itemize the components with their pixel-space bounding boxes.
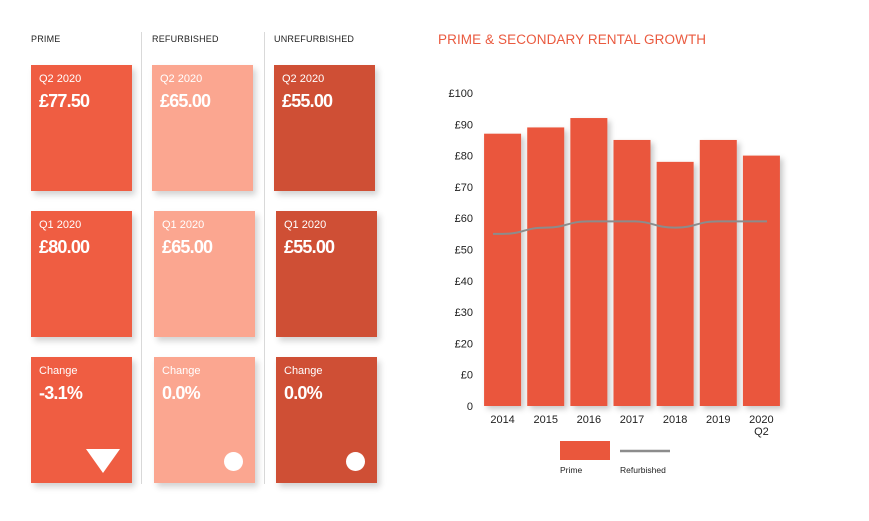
card-label: Q2 2020 (39, 73, 82, 85)
column-header-unrefurbished: UNREFURBISHED (274, 34, 355, 44)
y-tick-label: 0 (467, 401, 473, 413)
legend-label-refurbished: Refurbished (620, 465, 666, 475)
prime-q2-card: Q2 2020 £77.50 (31, 65, 132, 191)
x-tick-sublabel: Q2 (754, 426, 769, 438)
card-label: Change (162, 365, 201, 377)
y-tick-label: £60 (455, 213, 473, 225)
card-value: £77.50 (39, 91, 90, 111)
y-tick-label: £0 (461, 370, 473, 382)
unrefurbished-q2-card: Q2 2020 £55.00 (274, 65, 375, 191)
prime-change-card: Change -3.1% (31, 357, 132, 483)
bar-prime-2015 (527, 127, 565, 407)
y-tick-label: £20 (455, 338, 473, 350)
card-label: Q1 2020 (284, 219, 327, 231)
column-divider (264, 32, 265, 484)
card-value: £65.00 (160, 91, 211, 111)
card-label: Q1 2020 (39, 219, 82, 231)
bar-prime-2014 (484, 133, 522, 406)
card-value: £55.00 (282, 91, 333, 111)
refurbished-change-card: Change 0.0% (154, 357, 255, 483)
card-value: £65.00 (162, 237, 213, 257)
unrefurbished-change-card: Change 0.0% (276, 357, 377, 483)
y-tick-label: £90 (455, 119, 473, 131)
bar-prime-2018 (656, 161, 694, 406)
y-tick-label: £80 (455, 151, 473, 163)
circle-icon (224, 452, 243, 471)
bar-prime-2016 (570, 118, 608, 406)
x-tick-label: 2018 (663, 414, 687, 426)
y-tick-label: £40 (455, 276, 473, 288)
card-label: Q2 2020 (282, 73, 325, 85)
legend-swatch-prime (560, 441, 610, 460)
x-tick-label: 2016 (577, 414, 601, 426)
y-tick-label: £30 (455, 307, 473, 319)
y-tick-label: £100 (449, 88, 473, 100)
legend-label-prime: Prime (560, 465, 582, 475)
down-triangle-icon (86, 449, 120, 473)
x-tick-label: 2019 (706, 414, 730, 426)
card-label: Change (284, 365, 323, 377)
card-value: -3.1% (39, 383, 83, 403)
chart-title: PRIME & SECONDARY RENTAL GROWTH (438, 32, 707, 47)
refurbished-q1-card: Q1 2020 £65.00 (154, 211, 255, 337)
y-tick-label: £50 (455, 245, 473, 257)
x-tick-label: 2015 (533, 414, 557, 426)
card-label: Change (39, 365, 78, 377)
x-tick-label: 2020 (749, 414, 773, 426)
card-value: 0.0% (284, 383, 323, 403)
column-header-refurbished: REFURBISHED (152, 34, 219, 44)
bar-prime-2019 (699, 139, 737, 406)
bar-prime-2017 (613, 139, 651, 406)
y-tick-label: £70 (455, 182, 473, 194)
x-tick-label: 2017 (620, 414, 644, 426)
refurbished-q2-card: Q2 2020 £65.00 (152, 65, 253, 191)
column-divider (141, 32, 142, 484)
column-header-prime: PRIME (31, 34, 61, 44)
card-label: Q2 2020 (160, 73, 203, 85)
card-value: £80.00 (39, 237, 90, 257)
circle-icon (346, 452, 365, 471)
prime-q1-card: Q1 2020 £80.00 (31, 211, 132, 337)
card-label: Q1 2020 (162, 219, 205, 231)
line-refurbished (493, 220, 767, 235)
card-value: 0.0% (162, 383, 201, 403)
bar-prime-2020 (742, 155, 780, 406)
card-value: £55.00 (284, 237, 335, 257)
x-tick-label: 2014 (490, 414, 514, 426)
unrefurbished-q1-card: Q1 2020 £55.00 (276, 211, 377, 337)
